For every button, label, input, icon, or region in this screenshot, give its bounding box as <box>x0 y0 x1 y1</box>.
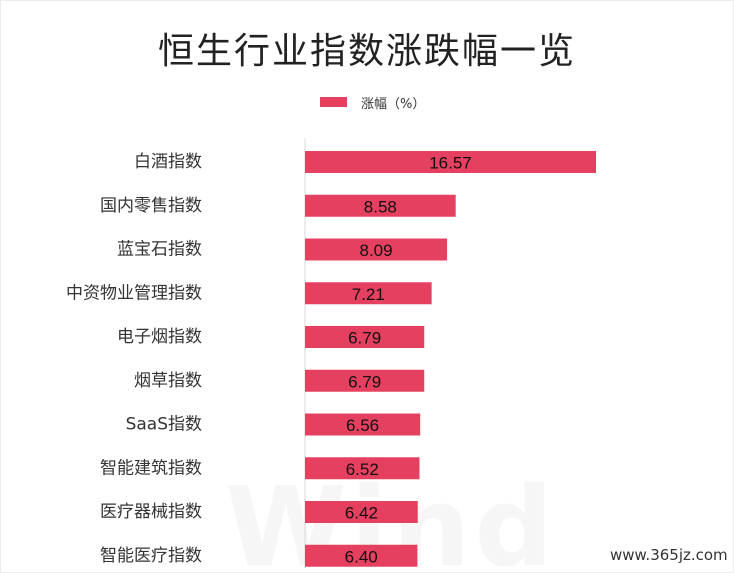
bar <box>305 282 432 305</box>
value-label: 16.57 <box>429 154 472 173</box>
category-label: 中资物业管理指数 <box>66 283 202 303</box>
value-label: 6.56 <box>346 416 379 435</box>
bar <box>305 238 448 261</box>
category-label: 白酒指数 <box>134 152 202 172</box>
category-label: 国内零售指数 <box>100 196 202 216</box>
value-label: 6.42 <box>345 504 378 523</box>
chart-title: 恒生行业指数涨跌幅一览 <box>157 31 576 72</box>
bar <box>305 413 421 436</box>
category-label: 烟草指数 <box>134 371 202 391</box>
value-label: 6.79 <box>348 329 381 348</box>
value-label: 8.58 <box>364 197 397 216</box>
bar <box>305 544 418 567</box>
category-label: 电子烟指数 <box>117 327 202 347</box>
category-label: 智能建筑指数 <box>100 458 202 478</box>
bar <box>305 194 456 217</box>
category-label: SaaS指数 <box>126 415 202 435</box>
value-label: 6.40 <box>345 547 378 566</box>
site-watermark: www.365jz.com <box>610 546 728 564</box>
value-label: 7.21 <box>352 285 385 304</box>
legend-label: 涨幅（%） <box>361 96 426 112</box>
category-label: 医疗器械指数 <box>100 502 202 522</box>
bar <box>305 151 596 173</box>
category-label: 智能医疗指数 <box>100 546 202 566</box>
bar <box>305 369 425 392</box>
category-label: 蓝宝石指数 <box>117 240 202 260</box>
bar <box>305 501 418 523</box>
legend: 涨幅（%） <box>320 92 425 112</box>
value-label: 6.52 <box>346 460 379 479</box>
value-label: 8.09 <box>359 241 392 260</box>
legend-swatch <box>320 97 347 107</box>
bar <box>305 457 420 480</box>
value-label: 6.79 <box>348 372 381 391</box>
bar <box>305 326 425 348</box>
